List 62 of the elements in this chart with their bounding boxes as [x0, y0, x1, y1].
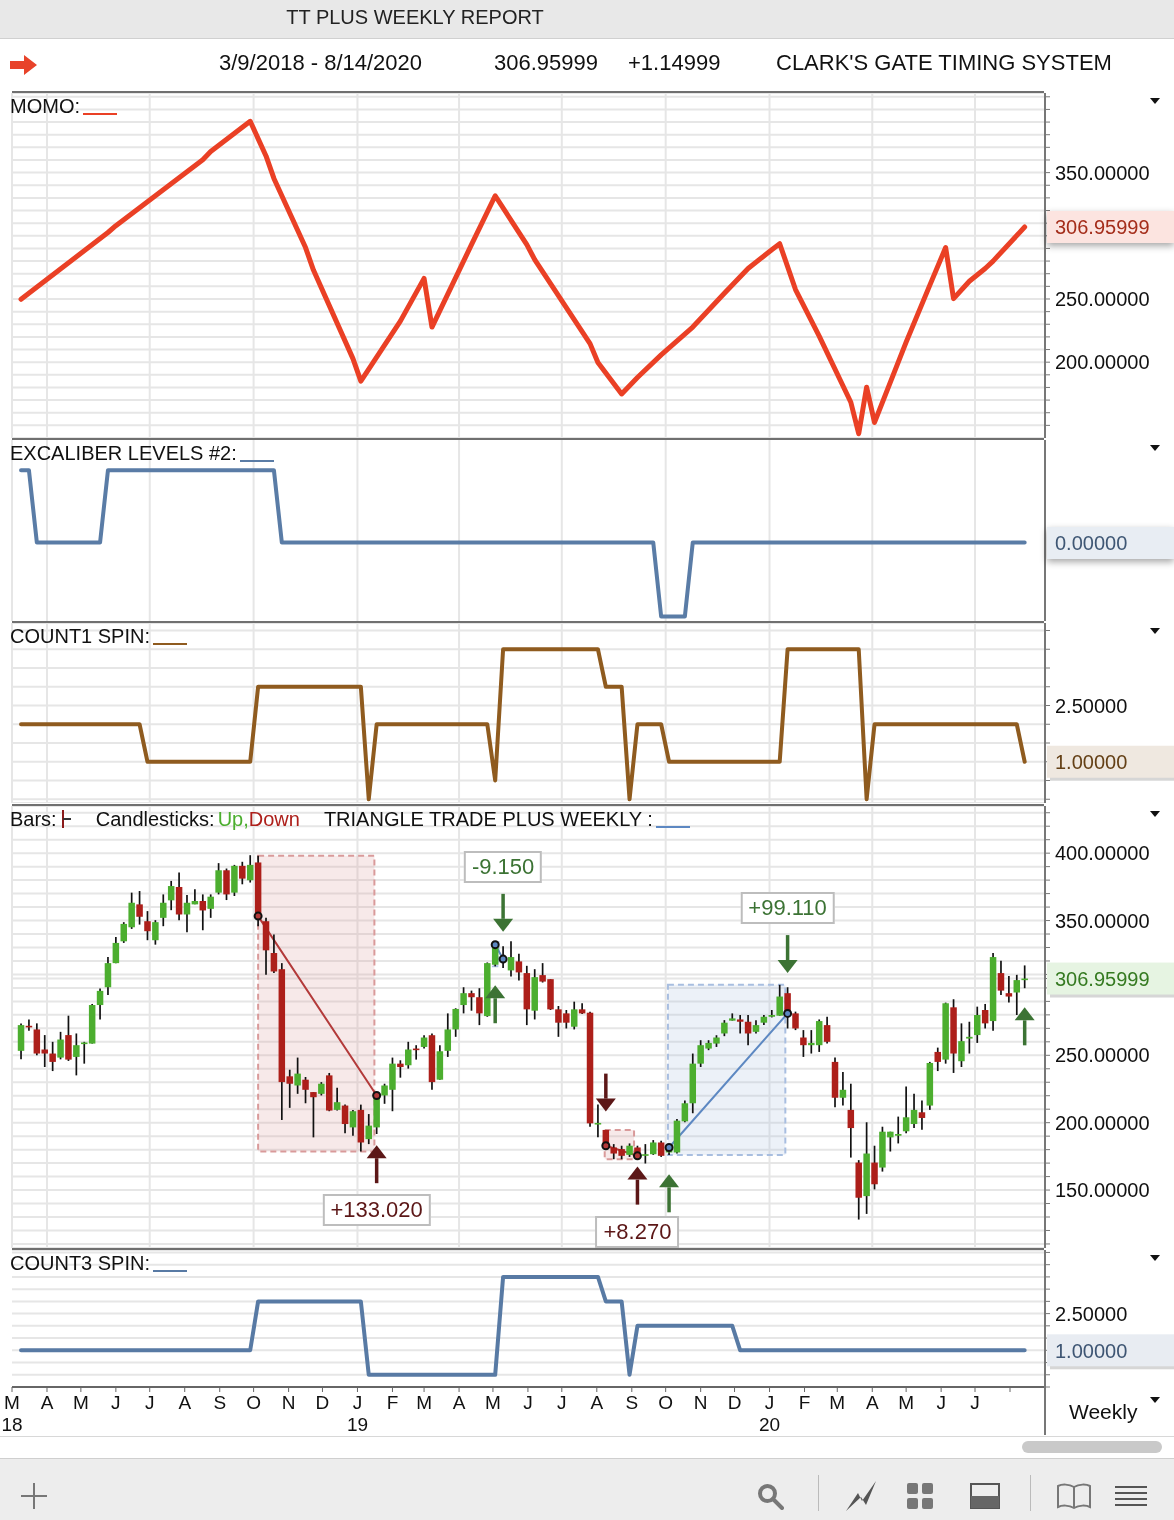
- legend-label: COUNT3 SPIN:: [10, 1251, 151, 1275]
- x-tick-label: M: [416, 1392, 432, 1413]
- annotation: +99.110: [748, 895, 827, 921]
- x-tick-label: O: [246, 1392, 261, 1413]
- x-tick-label: A: [590, 1392, 604, 1413]
- legend-label: TRIANGLE TRADE PLUS WEEKLY :: [323, 807, 653, 831]
- y-tick-label: 150.00000: [1055, 1179, 1150, 1202]
- x-tick-label: J 19: [346, 1392, 369, 1435]
- x-tick-label: O: [658, 1392, 674, 1413]
- y-tick-label: 250.00000: [1055, 1044, 1150, 1067]
- text: +1.14999: [628, 50, 721, 75]
- x-tick-label: J 20: [758, 1392, 781, 1435]
- x-tick-label: N: [281, 1392, 296, 1413]
- x-tick-label: A: [865, 1392, 879, 1413]
- y-tick-label: 2.50000: [1055, 1302, 1128, 1325]
- legend-label: COUNT1 SPIN:: [10, 624, 151, 648]
- y-tick-label: 200.00000: [1055, 351, 1150, 374]
- text: Weekly: [1069, 1400, 1138, 1423]
- y-tick-label: 400.00000: [1055, 842, 1150, 865]
- x-tick-label: J: [936, 1392, 946, 1413]
- annotation: Bars:: [10, 807, 57, 831]
- text: CLARK'S GATE TIMING SYSTEM: [776, 50, 1112, 75]
- x-tick-label: J: [144, 1392, 155, 1413]
- y-tick-label: 2.50000: [1055, 694, 1128, 717]
- x-tick-label: A: [178, 1392, 192, 1413]
- x-tick-label: J: [970, 1392, 980, 1413]
- y-tick-label: 1.00000: [1055, 1339, 1128, 1362]
- x-tick-label: S: [213, 1392, 227, 1413]
- chart-title: TT PLUS WEEKLY REPORT: [286, 6, 544, 28]
- x-tick-label: M: [485, 1392, 501, 1413]
- legend-title: Candlesticks:: [95, 807, 215, 831]
- y-tick-label: 1.00000: [1055, 750, 1128, 773]
- x-tick-label: M: [829, 1392, 846, 1413]
- x-tick-label: F: [798, 1392, 811, 1413]
- x-tick-label: M 18: [1, 1392, 23, 1435]
- x-tick-label: A: [452, 1392, 466, 1413]
- x-tick-label: M: [72, 1392, 89, 1413]
- y-tick-label: 350.00000: [1055, 909, 1150, 932]
- annotation: +133.020: [330, 1197, 423, 1223]
- y-tick-label: 306.95999: [1055, 967, 1150, 990]
- legend-label: EXCALIBER LEVELS #2:: [10, 441, 237, 465]
- x-tick-label: F: [386, 1392, 399, 1413]
- y-tick-label: 200.00000: [1055, 1111, 1150, 1134]
- series-label: Up,: [217, 807, 249, 831]
- y-tick-label: 250.00000: [1055, 288, 1150, 311]
- y-tick-label: 350.00000: [1055, 161, 1150, 184]
- text: 306.95999: [494, 50, 598, 75]
- x-tick-label: J: [523, 1392, 533, 1413]
- legend-label: MOMO:: [10, 94, 80, 118]
- series-label: Down: [248, 807, 300, 831]
- text: 3/9/2018 - 8/14/2020: [219, 50, 423, 75]
- annotation: +8.270: [603, 1218, 672, 1244]
- x-tick-label: S: [625, 1392, 639, 1413]
- x-tick-label: M: [898, 1392, 915, 1413]
- x-tick-label: N: [693, 1392, 708, 1413]
- x-tick-label: J: [557, 1392, 567, 1413]
- text: 0.00000: [1055, 531, 1128, 554]
- annotation: -9.150: [471, 853, 535, 879]
- x-tick-label: D: [315, 1392, 330, 1413]
- x-tick-label: J: [111, 1392, 121, 1413]
- x-tick-label: A: [40, 1392, 54, 1413]
- x-tick-label: D: [727, 1392, 742, 1413]
